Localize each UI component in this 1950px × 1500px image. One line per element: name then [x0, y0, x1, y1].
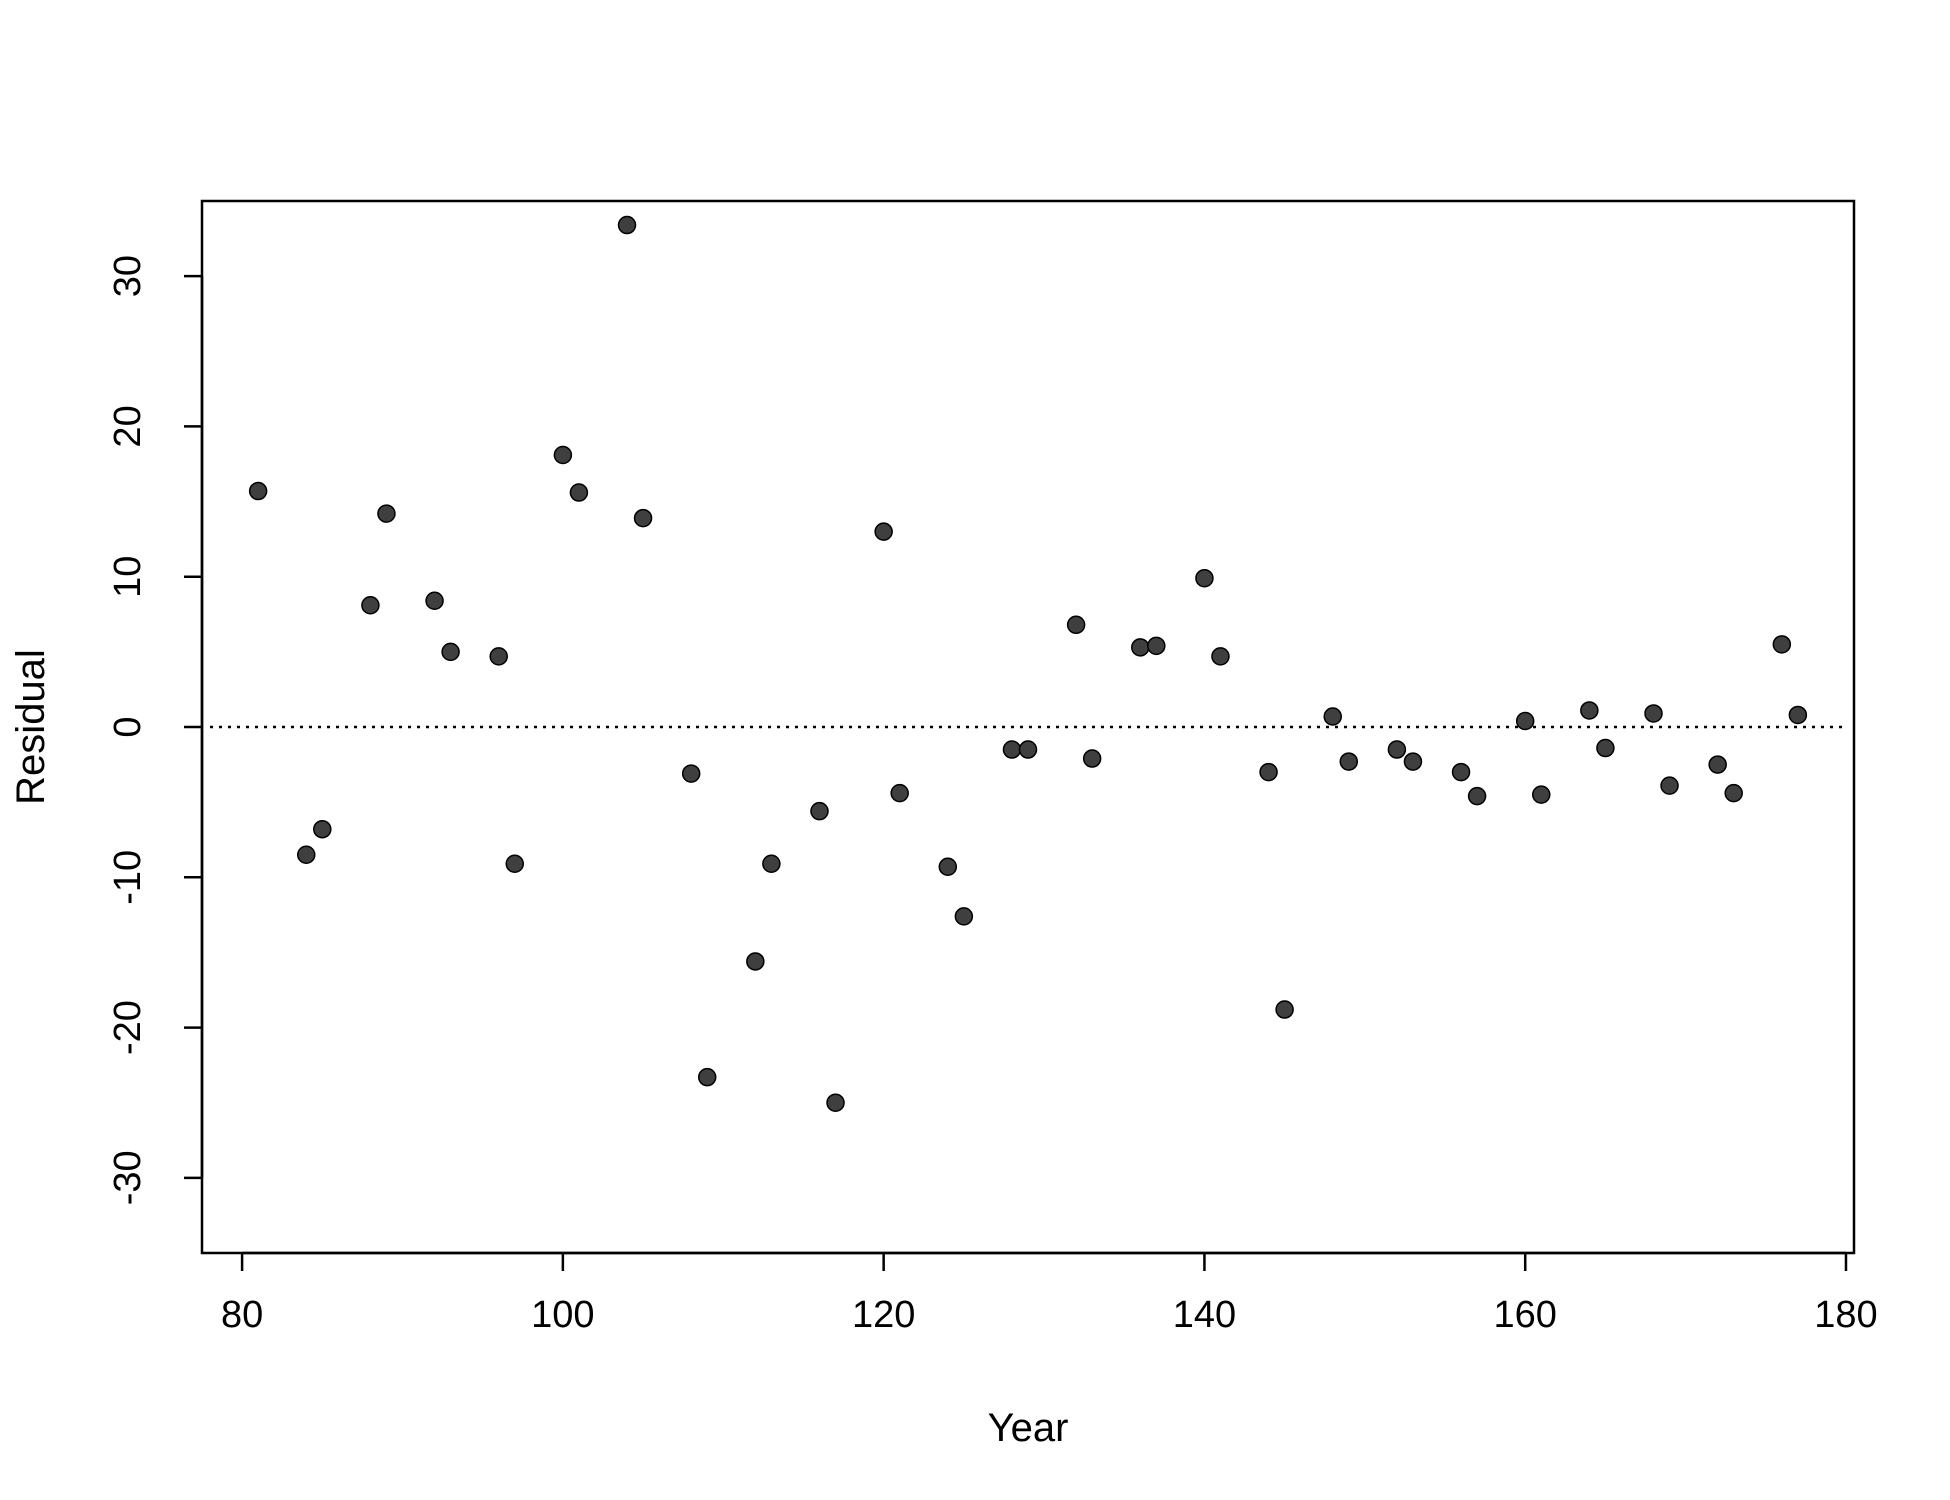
data-point — [1531, 785, 1551, 804]
data-point — [1147, 636, 1166, 656]
data-point — [1403, 752, 1423, 771]
y-tick-label: -30 — [107, 1150, 149, 1205]
data-point — [938, 857, 958, 877]
data-point — [1660, 776, 1679, 795]
data-point — [361, 596, 380, 615]
data-point — [1788, 705, 1808, 725]
data-point — [1082, 749, 1102, 768]
data-point — [1002, 740, 1022, 759]
x-tick-label: 140 — [1173, 1294, 1236, 1336]
data-point — [1387, 740, 1407, 759]
data-point — [762, 854, 781, 874]
data-point — [1339, 752, 1359, 771]
y-tick-label: 0 — [107, 716, 149, 737]
data-point — [1131, 638, 1150, 657]
data-point — [1580, 701, 1599, 720]
data-point — [1596, 738, 1615, 758]
data-point — [1259, 762, 1278, 782]
data-point — [1772, 635, 1792, 654]
data-point — [746, 952, 765, 971]
data-point — [1275, 1000, 1294, 1019]
data-point — [810, 801, 829, 821]
y-tick-label: -10 — [107, 850, 149, 905]
data-point — [633, 508, 653, 528]
y-tick-label: 30 — [107, 255, 149, 297]
x-tick-label: 180 — [1814, 1294, 1877, 1336]
x-tick-label: 120 — [852, 1294, 915, 1336]
data-point — [874, 522, 893, 541]
data-point — [1467, 786, 1487, 806]
data-point — [441, 642, 460, 662]
x-axis: 80 100 120 140 160 180 — [221, 1251, 1878, 1336]
data-point — [1066, 615, 1086, 635]
data-point — [890, 783, 909, 803]
data-point — [1515, 711, 1535, 731]
data-points — [248, 215, 1808, 1112]
x-tick-label: 80 — [221, 1294, 263, 1336]
x-tick-label: 160 — [1494, 1294, 1557, 1336]
data-point — [697, 1067, 717, 1087]
data-point — [617, 215, 637, 235]
data-point — [1018, 740, 1038, 759]
data-point — [569, 483, 589, 502]
data-point — [297, 845, 316, 864]
data-point — [1708, 755, 1727, 774]
data-point — [377, 504, 396, 523]
data-point — [1724, 783, 1743, 803]
data-point — [553, 445, 573, 465]
data-point — [681, 764, 701, 783]
data-point — [1211, 647, 1230, 666]
data-point — [1195, 568, 1214, 588]
data-point — [425, 591, 444, 611]
y-tick-label: -20 — [107, 1000, 149, 1055]
y-tick-label: 20 — [107, 405, 149, 447]
data-point — [248, 481, 268, 501]
data-point — [1644, 704, 1663, 723]
data-point — [505, 854, 525, 874]
data-point — [1451, 762, 1471, 782]
data-point — [489, 647, 508, 666]
x-tick-label: 100 — [531, 1294, 594, 1336]
data-point — [313, 819, 332, 839]
y-tick-label: 10 — [107, 556, 149, 598]
x-axis-title: Year — [988, 1406, 1069, 1450]
data-point — [1323, 707, 1342, 726]
y-axis-title: Residual — [9, 649, 53, 805]
data-point — [826, 1093, 845, 1112]
data-point — [954, 907, 974, 926]
y-axis: -30 -20 -10 0 10 20 30 — [107, 255, 204, 1205]
